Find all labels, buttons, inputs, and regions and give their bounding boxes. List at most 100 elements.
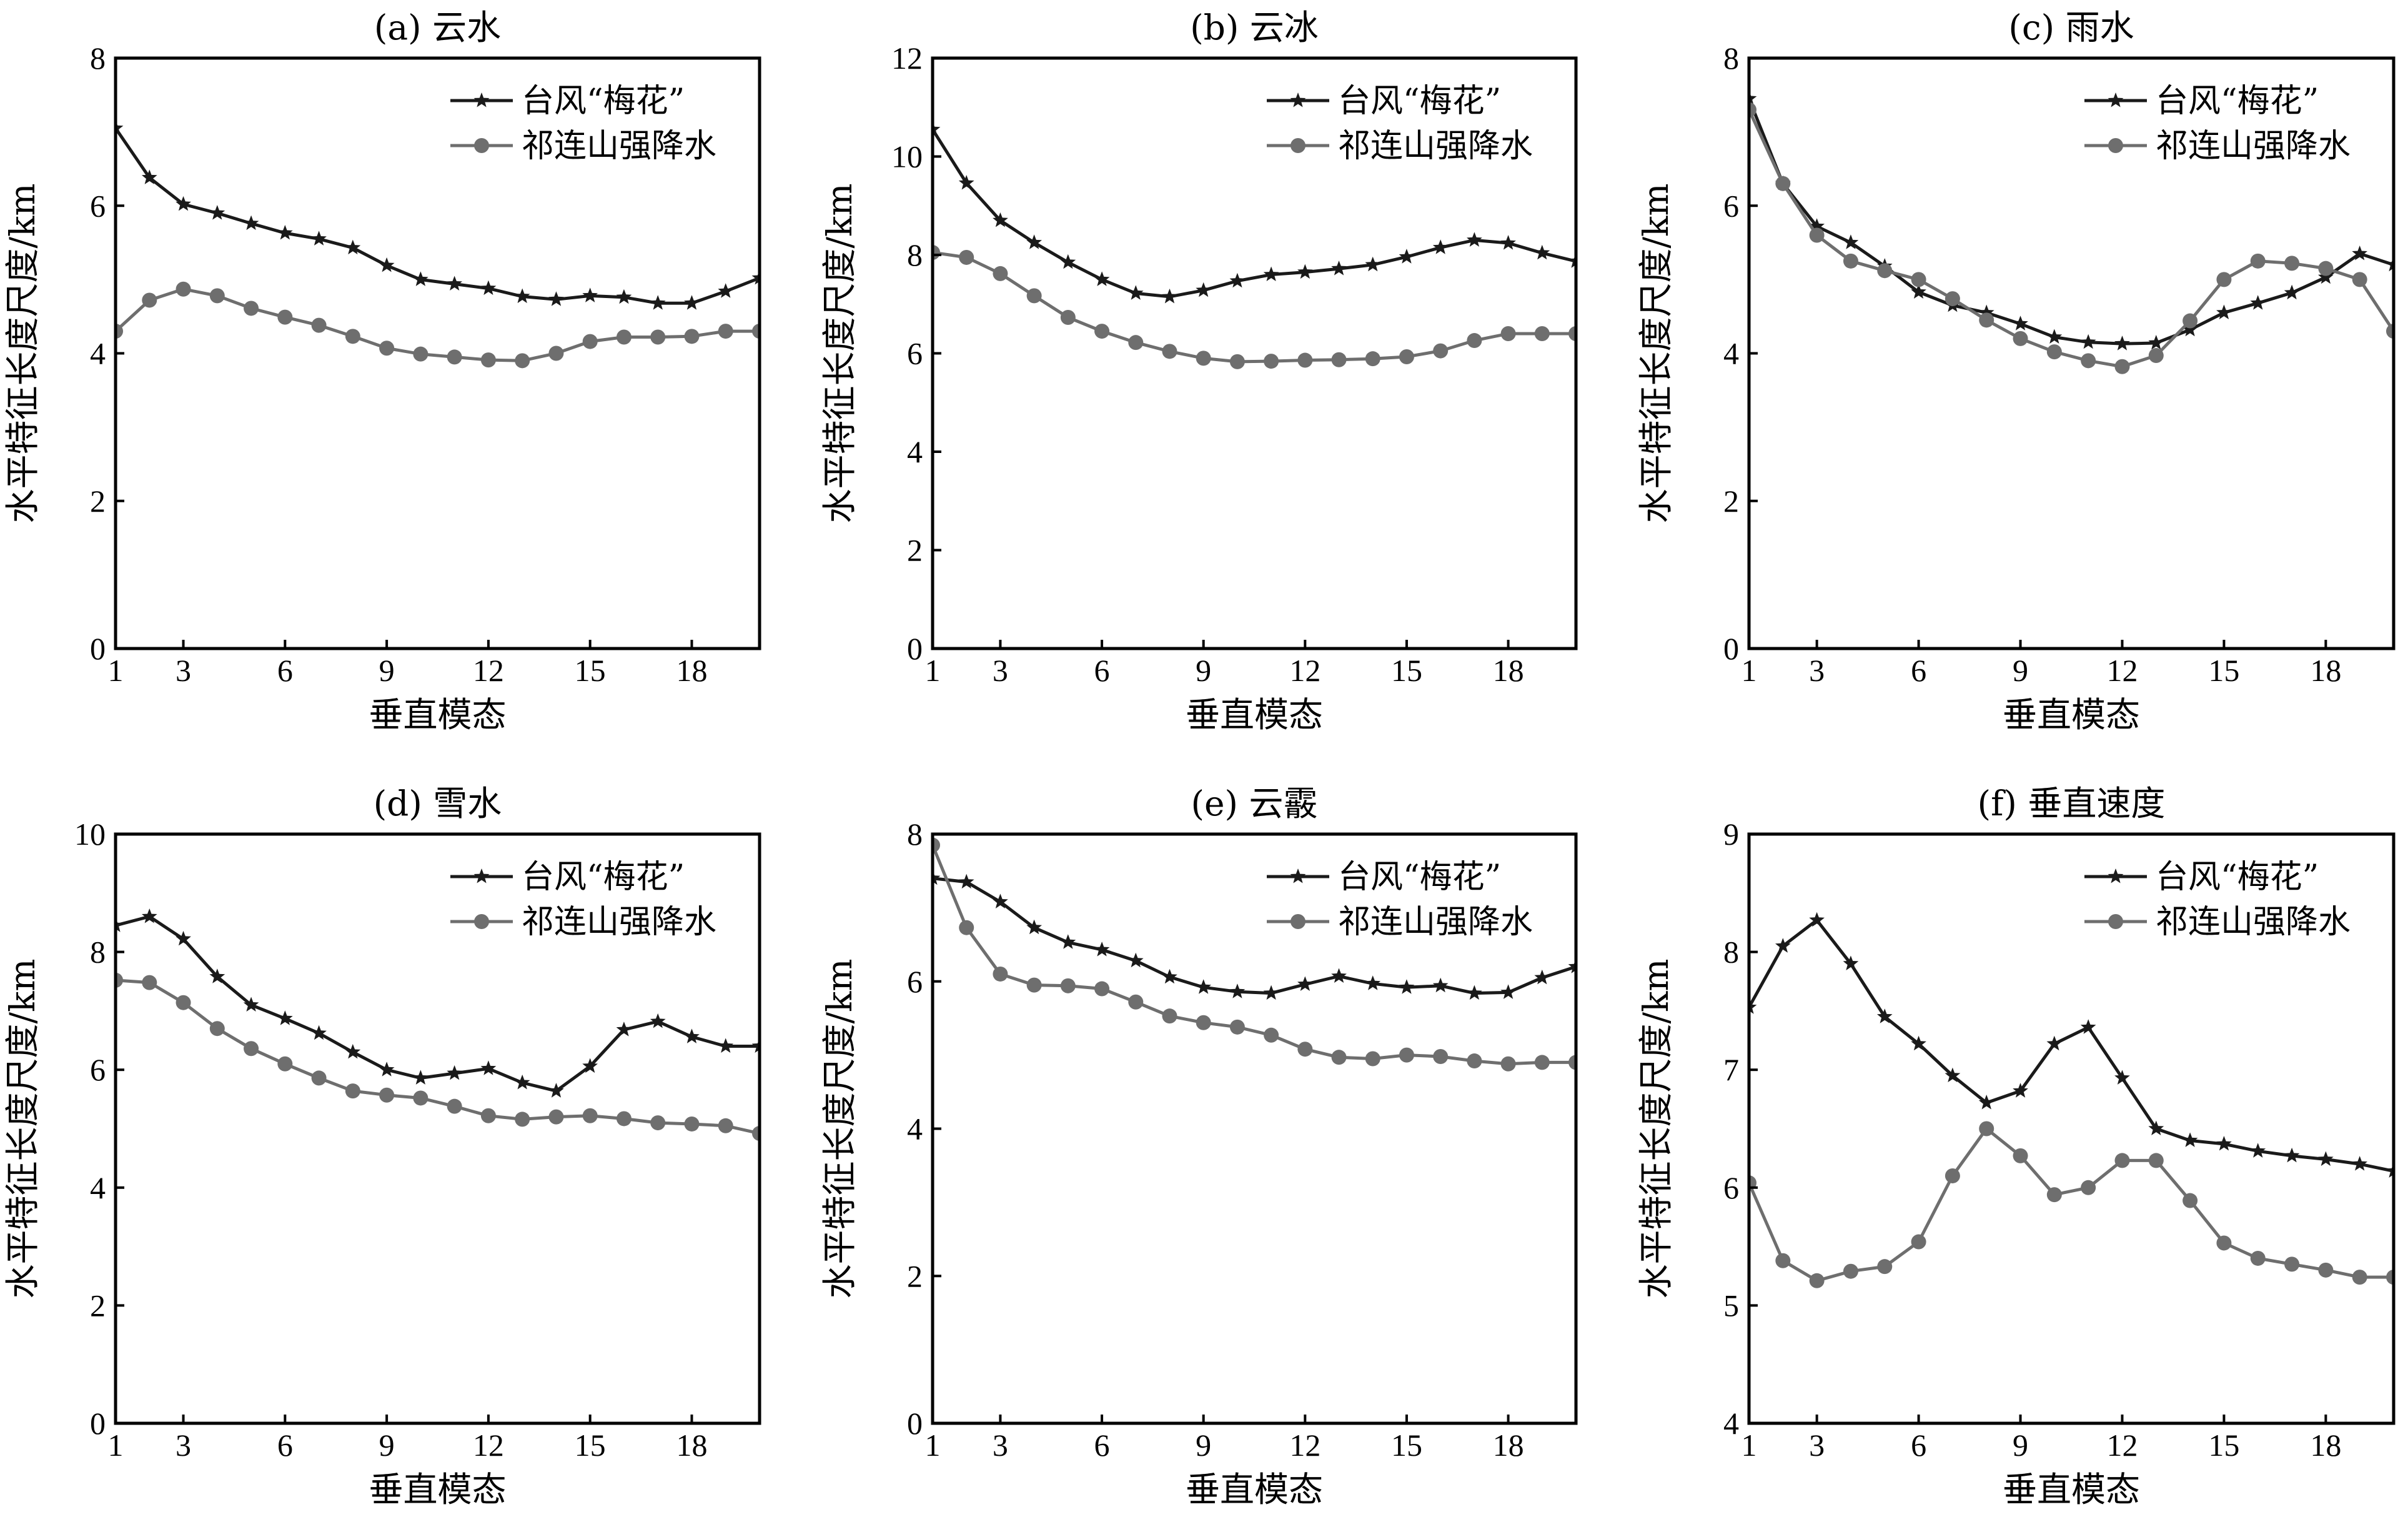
data-point-star bbox=[616, 1022, 632, 1037]
data-point-star bbox=[1399, 979, 1415, 994]
data-point-star bbox=[1467, 232, 1482, 247]
data-point-star bbox=[1534, 244, 1550, 260]
legend-label: 台风“梅花” bbox=[2156, 82, 2319, 120]
y-axis-label: 水平特征长度尺度/km bbox=[1636, 958, 1676, 1298]
y-tick-label: 8 bbox=[1723, 935, 1739, 970]
chart-panel-e: (e) 云霰 1 3 6 9 12 15 18 0 2 4 6 8 垂直模态 水平特征长度尺度/km 台风“梅… bbox=[820, 783, 1578, 1510]
y-axis-label: 水平特征长度尺度/km bbox=[1636, 183, 1676, 523]
legend: 台风“梅花” 祁连山强降水 bbox=[2084, 858, 2351, 941]
data-point-circle bbox=[616, 1111, 632, 1127]
x-tick-label: 15 bbox=[1391, 653, 1422, 688]
data-point-circle bbox=[2148, 1153, 2164, 1168]
data-point-star bbox=[1127, 285, 1144, 300]
data-point-star bbox=[2318, 1151, 2334, 1166]
data-point-star bbox=[582, 1058, 598, 1073]
y-tick-label: 2 bbox=[907, 533, 923, 568]
data-point-star bbox=[2250, 295, 2266, 310]
x-tick-label: 18 bbox=[1493, 653, 1524, 688]
data-point-circle bbox=[277, 1056, 293, 1072]
data-point-star bbox=[548, 291, 564, 306]
data-point-circle bbox=[379, 341, 395, 356]
y-tick-label: 0 bbox=[907, 1406, 923, 1441]
legend: 台风“梅花” 祁连山强降水 bbox=[450, 82, 716, 165]
data-point-circle bbox=[1297, 352, 1313, 368]
x-tick-label: 6 bbox=[1094, 1428, 1110, 1463]
data-point-circle bbox=[2352, 1270, 2367, 1285]
data-point-circle bbox=[1979, 1121, 1994, 1137]
chart-panel-f: (f) 垂直速度 1 3 6 9 12 15 18 4 5 6 7 8 9 垂直模态 水平特征长度尺度/km 台… bbox=[1636, 783, 2396, 1510]
x-tick-label: 3 bbox=[993, 653, 1008, 688]
y-tick-label: 0 bbox=[1723, 631, 1739, 666]
data-point-star bbox=[1534, 969, 1550, 985]
data-point-star bbox=[1331, 261, 1347, 276]
x-axis-label: 垂直模态 bbox=[1186, 1470, 1323, 1510]
data-point-star bbox=[379, 1062, 395, 1077]
legend-item-typhoon-meihua: 台风“梅花” bbox=[450, 858, 685, 896]
y-tick-label: 8 bbox=[907, 817, 923, 852]
data-point-star bbox=[345, 239, 361, 255]
data-point-circle bbox=[1843, 253, 1858, 269]
data-point-star bbox=[2148, 1120, 2164, 1135]
data-point-star bbox=[2250, 1143, 2266, 1158]
data-point-circle bbox=[1297, 1042, 1313, 1057]
data-point-circle bbox=[1433, 1048, 1449, 1064]
data-point-star bbox=[1365, 975, 1381, 990]
data-point-circle bbox=[1433, 343, 1449, 359]
data-point-star bbox=[116, 917, 124, 932]
data-point-circle bbox=[480, 352, 496, 368]
x-tick-label: 12 bbox=[1289, 1428, 1320, 1463]
data-point-circle bbox=[548, 1109, 564, 1125]
data-point-star bbox=[2114, 336, 2130, 351]
data-point-circle bbox=[1331, 1050, 1347, 1065]
data-point-star bbox=[1843, 955, 1859, 970]
data-point-circle bbox=[1264, 1027, 1279, 1043]
legend-marker-star bbox=[1290, 868, 1306, 883]
data-point-circle bbox=[1128, 335, 1144, 351]
x-tick-label: 15 bbox=[2208, 653, 2239, 688]
data-point-circle bbox=[1877, 263, 1893, 279]
series-qilian-heavy-rain bbox=[1749, 1121, 2394, 1288]
data-point-star bbox=[1749, 999, 1757, 1014]
data-point-star bbox=[1876, 1008, 1893, 1023]
data-point-circle bbox=[1094, 324, 1110, 339]
data-point-circle bbox=[1026, 288, 1042, 304]
data-point-circle bbox=[345, 1083, 360, 1099]
data-point-circle bbox=[2081, 1180, 2096, 1195]
data-point-star bbox=[379, 257, 395, 272]
data-point-star bbox=[1399, 249, 1415, 264]
data-point-star bbox=[1196, 282, 1211, 297]
data-point-circle bbox=[2013, 1148, 2028, 1163]
x-tick-label: 1 bbox=[925, 1428, 941, 1463]
y-tick-label: 2 bbox=[90, 484, 106, 519]
data-point-circle bbox=[116, 972, 123, 988]
data-point-star bbox=[1060, 934, 1076, 949]
series-typhoon-meihua bbox=[1749, 912, 2394, 1178]
legend: 台风“梅花” 祁连山强降水 bbox=[2084, 82, 2351, 165]
data-point-circle bbox=[2114, 359, 2130, 374]
data-point-star bbox=[413, 271, 429, 286]
legend-label: 台风“梅花” bbox=[522, 82, 685, 120]
data-point-circle bbox=[1979, 312, 1994, 328]
data-point-circle bbox=[959, 920, 974, 935]
data-point-circle bbox=[447, 349, 462, 365]
data-point-circle bbox=[277, 309, 293, 325]
data-point-circle bbox=[311, 317, 327, 333]
data-point-circle bbox=[1775, 1253, 1791, 1268]
legend-item-typhoon-meihua: 台风“梅花” bbox=[1267, 858, 1501, 896]
y-tick-label: 5 bbox=[1723, 1288, 1739, 1323]
data-point-circle bbox=[142, 975, 157, 990]
y-tick-label: 4 bbox=[907, 1112, 923, 1146]
data-point-star bbox=[2182, 321, 2198, 337]
data-point-circle bbox=[1775, 176, 1791, 191]
data-point-circle bbox=[1534, 326, 1550, 341]
legend-item-qilian-heavy-rain: 祁连山强降水 bbox=[2084, 903, 2351, 941]
data-point-circle bbox=[1945, 291, 1960, 307]
chart-title: (b) 云冰 bbox=[1190, 7, 1319, 47]
data-point-circle bbox=[1399, 1047, 1414, 1063]
chart-title: (c) 雨水 bbox=[2008, 7, 2134, 47]
data-point-circle bbox=[176, 281, 191, 297]
y-tick-label: 10 bbox=[891, 139, 923, 174]
legend-item-qilian-heavy-rain: 祁连山强降水 bbox=[1267, 903, 1533, 941]
data-point-circle bbox=[718, 1118, 733, 1133]
